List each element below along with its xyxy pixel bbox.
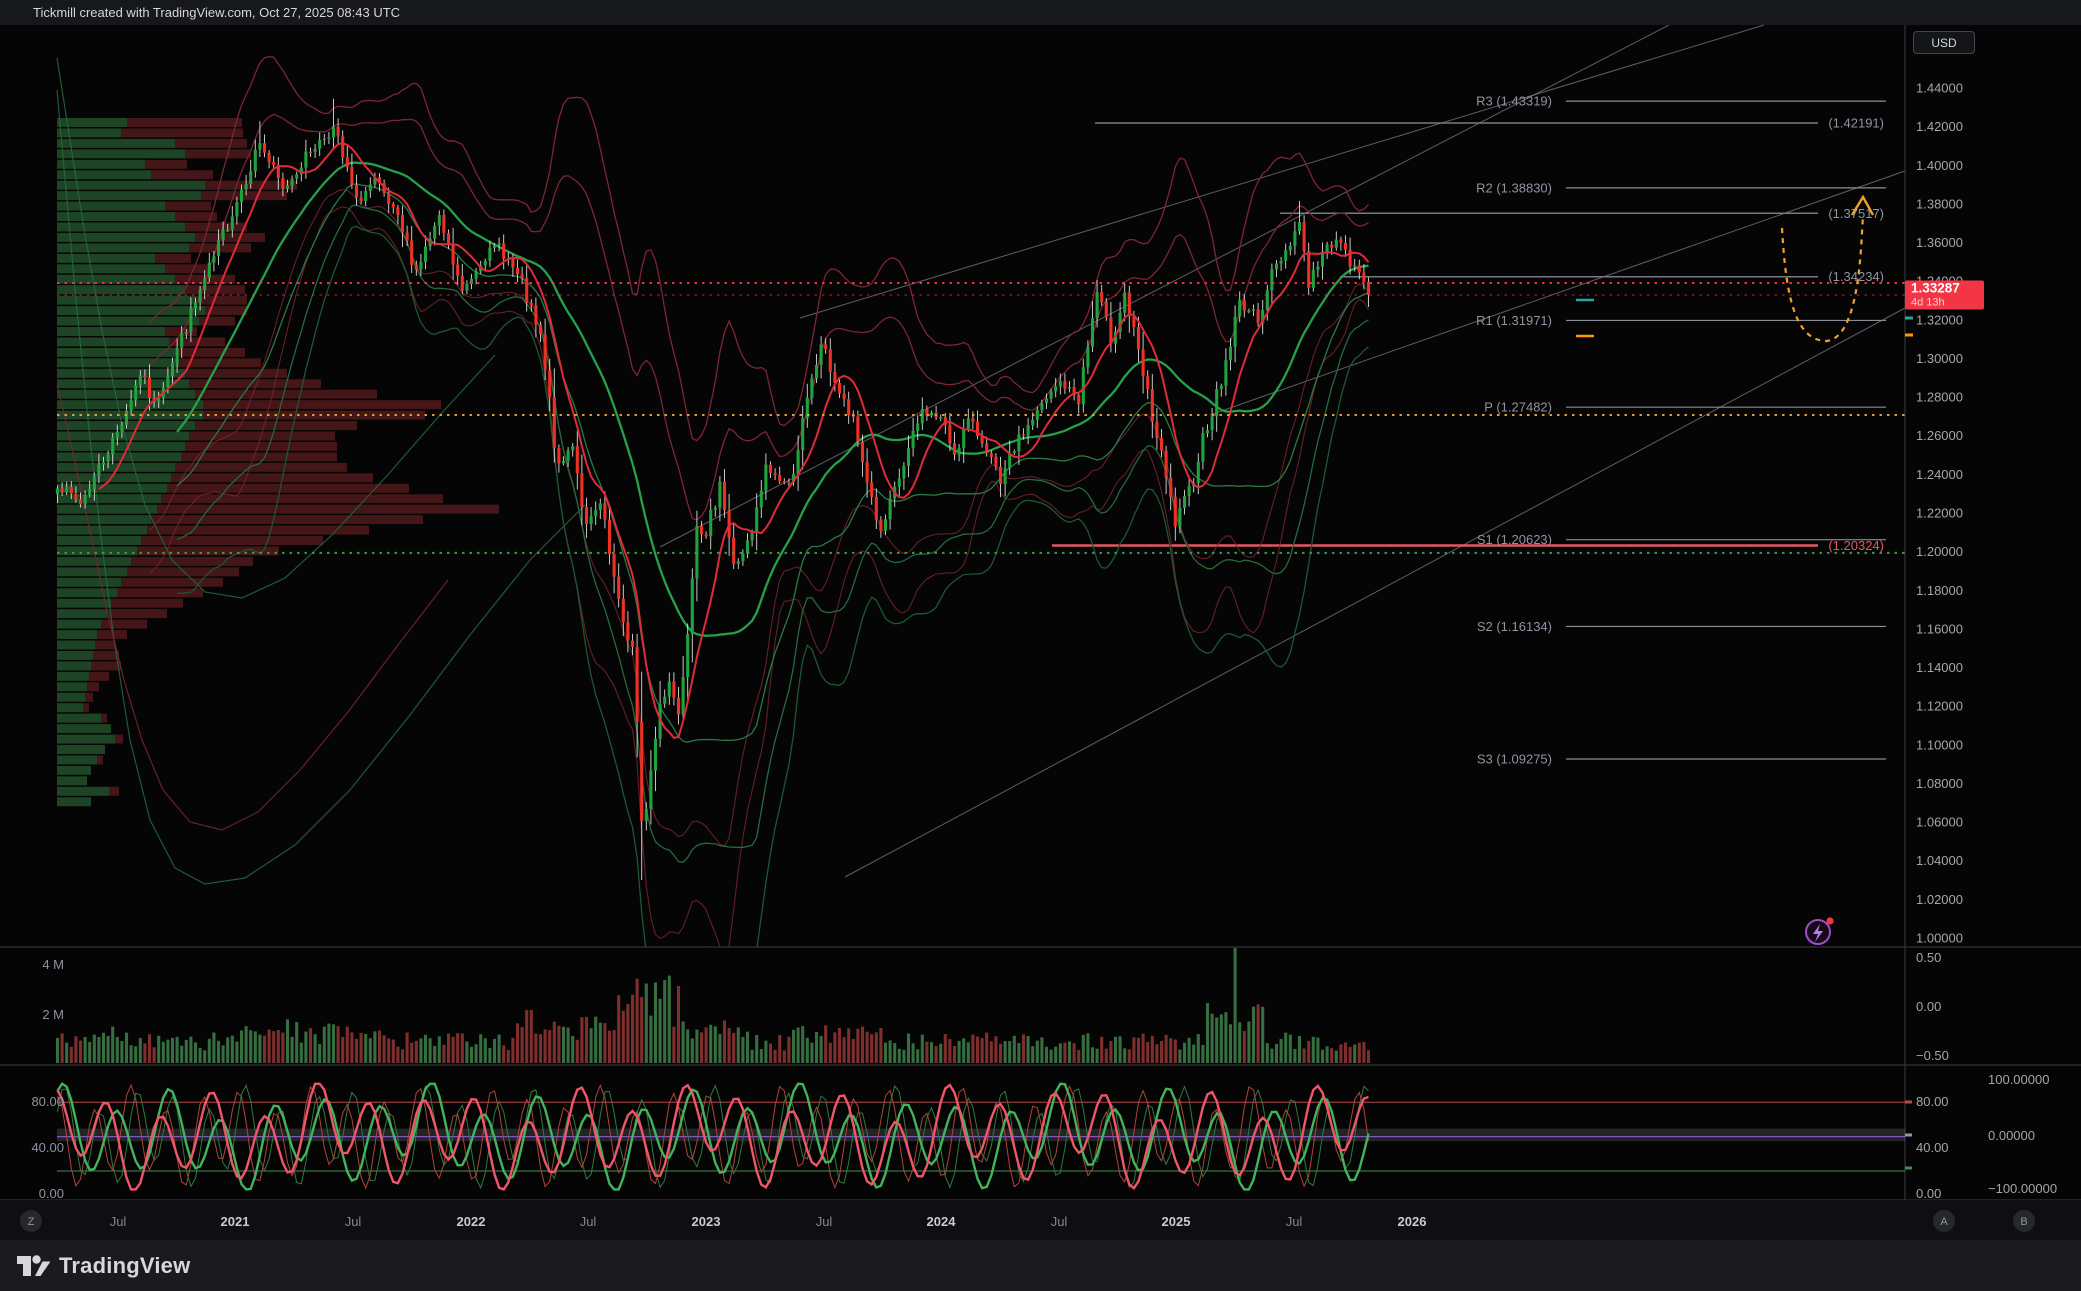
generated-chart-content: (1.42191)(1.37517)(1.34234)(1.20324)R3 (… — [0, 24, 2081, 1240]
price-axis-label: 1.08000 — [1916, 776, 1963, 791]
price-axis-label: 1.44000 — [1916, 81, 1963, 96]
tradingview-logo-text[interactable]: TradingView — [59, 1252, 191, 1278]
price-axis-label: 1.24000 — [1916, 467, 1963, 482]
pivot-label: R3 (1.43319) — [1476, 94, 1552, 109]
currency-button-label: USD — [1931, 35, 1957, 50]
price-axis-label: 1.06000 — [1916, 815, 1963, 830]
bar-countdown: 4d 13h — [1911, 297, 1945, 309]
oscillator-scale-label: 0.00 — [39, 1186, 64, 1201]
price-axis-label: 1.38000 — [1916, 196, 1963, 211]
price-axis-label: 1.20000 — [1916, 544, 1963, 559]
ray-price-label: (1.42191) — [1828, 115, 1884, 130]
pivot-label: R2 (1.38830) — [1476, 180, 1552, 195]
price-axis-label: 1.10000 — [1916, 737, 1963, 752]
indicator-bands — [149, 55, 1369, 947]
time-axis-label: 2024 — [927, 1214, 957, 1229]
price-axis-label: 1.32000 — [1916, 312, 1963, 327]
volume-axis-label: 0.00 — [1916, 999, 1941, 1014]
current-price-value: 1.33287 — [1911, 281, 1960, 296]
horizontal-rays[interactable]: (1.42191)(1.37517)(1.34234)(1.20324) — [1052, 115, 1884, 553]
oscillator-axis-label: 40.00 — [1916, 1140, 1949, 1155]
price-axis-label: 1.22000 — [1916, 506, 1963, 521]
time-axis-badge-a: A — [1940, 1216, 1948, 1228]
volume-axis-label: −0.50 — [1916, 1048, 1949, 1063]
time-axis-badge-b: B — [2020, 1216, 2027, 1228]
time-axis-label: Jul — [345, 1214, 362, 1229]
time-axis-badge-z: Z — [28, 1216, 35, 1228]
price-axis-label: 1.26000 — [1916, 428, 1963, 443]
time-axis-label: Jul — [1051, 1214, 1068, 1229]
oscillator-scale-label: 80.00 — [31, 1094, 64, 1109]
time-axis-label: Jul — [1286, 1214, 1303, 1229]
oscillator-scale-label: 40.00 — [31, 1140, 64, 1155]
price-axis-label: 1.42000 — [1916, 119, 1963, 134]
volume-profile — [57, 118, 499, 807]
price-axis-label: 1.02000 — [1916, 892, 1963, 907]
volume-scale-label: 2 M — [42, 1007, 64, 1022]
pivot-levels: R3 (1.43319) R2 (1.38830) R1 (1.31971) P (1… — [1476, 94, 1886, 766]
chart-canvas[interactable]: (1.42191)(1.37517)(1.34234)(1.20324)R3 (… — [0, 24, 2081, 1240]
oscillator-pane[interactable]: 80.00 40.00 0.00 80.00 40.00 0.00 100.00000 0.0… — [31, 1072, 2057, 1201]
price-axis-label: 1.36000 — [1916, 235, 1963, 250]
pivot-label: R1 (1.31971) — [1476, 313, 1552, 328]
projection-arrow[interactable] — [1780, 194, 1875, 343]
dotted-level-lines[interactable] — [57, 281, 1905, 554]
red-ma-line — [98, 142, 1370, 739]
tradingview-logo-icon[interactable] — [14, 1249, 50, 1283]
time-axis-label: Jul — [816, 1214, 833, 1229]
pivot-label: P (1.27482) — [1484, 400, 1552, 415]
time-axis-label: 2025 — [1162, 1214, 1191, 1229]
ray-price-label: (1.34234) — [1828, 269, 1884, 284]
chart-title: Tickmill created with TradingView.com, O… — [33, 5, 401, 20]
pivot-label: S3 (1.09275) — [1477, 751, 1552, 766]
price-axis[interactable]: 1.440001.420001.400001.380001.360001.340… — [1904, 25, 1963, 1200]
time-axis-label: 2026 — [1398, 1214, 1427, 1229]
price-axis-label: 1.40000 — [1916, 158, 1963, 173]
ray-price-label: (1.20324) — [1828, 538, 1884, 553]
price-axis-label: 1.14000 — [1916, 660, 1963, 675]
trendlines[interactable] — [659, 24, 1906, 878]
footer-bar: TradingView — [0, 1240, 2081, 1291]
volume-scale-label: 4 M — [42, 957, 64, 972]
oscillator-axis-label: 0.00 — [1916, 1186, 1941, 1201]
pivot-label: S1 (1.20623) — [1477, 532, 1552, 547]
time-axis-label: Jul — [110, 1214, 127, 1229]
price-axis-label: 1.30000 — [1916, 351, 1963, 366]
price-axis-label: 1.18000 — [1916, 583, 1963, 598]
time-axis-label: 2021 — [221, 1214, 250, 1229]
price-axis-label: 1.00000 — [1916, 931, 1963, 946]
oscillator-axis-label-2: 100.00000 — [1988, 1072, 2049, 1087]
price-axis-label: 1.16000 — [1916, 621, 1963, 636]
oscillator-axis-label-2: −100.00000 — [1988, 1181, 2057, 1196]
price-axis-label: 1.12000 — [1916, 699, 1963, 714]
title-bar: Tickmill created with TradingView.com, O… — [0, 0, 2081, 25]
time-axis-label: 2022 — [457, 1214, 486, 1229]
oscillator-axis-label-2: 0.00000 — [1988, 1128, 2035, 1143]
current-price-tag: 1.33287 4d 13h — [1905, 280, 1984, 310]
pivot-label: S2 (1.16134) — [1477, 619, 1552, 634]
lightning-icon[interactable] — [1805, 917, 1834, 945]
chart-area[interactable]: (1.42191) (1.37517) (1.34234) (1.20324) R3 (… — [0, 24, 2081, 1240]
time-axis-label: Jul — [580, 1214, 597, 1229]
currency-button[interactable]: USD — [1913, 31, 1975, 54]
time-axis[interactable]: Z Jul 2021 Jul 2022 Jul 2023 Jul 2024 Jul 2025 Jul 2… — [0, 1200, 2081, 1240]
volume-pane[interactable]: 4 M 2 M 0.50 0.00 −0.50 — [42, 948, 1949, 1063]
price-axis-label: 1.04000 — [1916, 853, 1963, 868]
price-axis-label: 1.28000 — [1916, 390, 1963, 405]
time-axis-label: 2023 — [692, 1214, 721, 1229]
volume-bars — [56, 948, 1371, 1063]
oscillator-curves — [56, 1082, 1370, 1191]
volume-axis-label: 0.50 — [1916, 950, 1941, 965]
oscillator-axis-label: 80.00 — [1916, 1094, 1949, 1109]
